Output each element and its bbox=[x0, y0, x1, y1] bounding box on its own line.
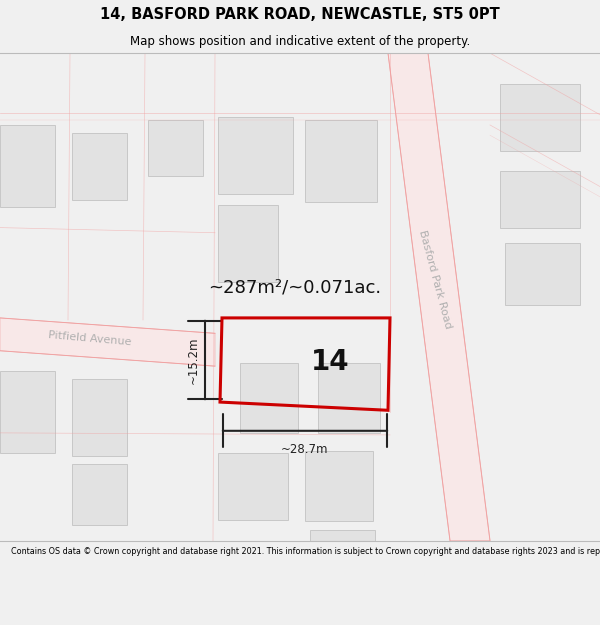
Text: Contains OS data © Crown copyright and database right 2021. This information is : Contains OS data © Crown copyright and d… bbox=[11, 546, 600, 556]
Text: 14, BASFORD PARK ROAD, NEWCASTLE, ST5 0PT: 14, BASFORD PARK ROAD, NEWCASTLE, ST5 0P… bbox=[100, 8, 500, 22]
Bar bbox=[310, 531, 375, 587]
Text: ~28.7m: ~28.7m bbox=[281, 442, 329, 456]
Polygon shape bbox=[0, 318, 215, 366]
Bar bbox=[218, 453, 288, 520]
Text: Basford Park Road: Basford Park Road bbox=[417, 229, 453, 329]
Bar bbox=[148, 120, 203, 176]
Bar bbox=[218, 117, 293, 194]
Text: 14: 14 bbox=[311, 348, 349, 376]
Bar bbox=[0, 371, 55, 453]
Text: Pitfield Avenue: Pitfield Avenue bbox=[48, 330, 132, 347]
Bar bbox=[305, 120, 377, 202]
Bar bbox=[0, 125, 55, 207]
Bar bbox=[500, 171, 580, 227]
Bar bbox=[72, 379, 127, 456]
Bar bbox=[318, 363, 380, 433]
Text: ~287m²/~0.071ac.: ~287m²/~0.071ac. bbox=[208, 278, 382, 296]
Bar bbox=[72, 133, 127, 200]
Bar bbox=[505, 243, 580, 304]
Bar bbox=[240, 363, 298, 433]
Bar bbox=[72, 464, 127, 525]
Bar bbox=[305, 451, 373, 521]
Text: ~15.2m: ~15.2m bbox=[187, 336, 199, 384]
Bar bbox=[500, 84, 580, 151]
Text: Map shows position and indicative extent of the property.: Map shows position and indicative extent… bbox=[130, 35, 470, 48]
Polygon shape bbox=[388, 53, 490, 541]
Bar bbox=[218, 205, 278, 282]
